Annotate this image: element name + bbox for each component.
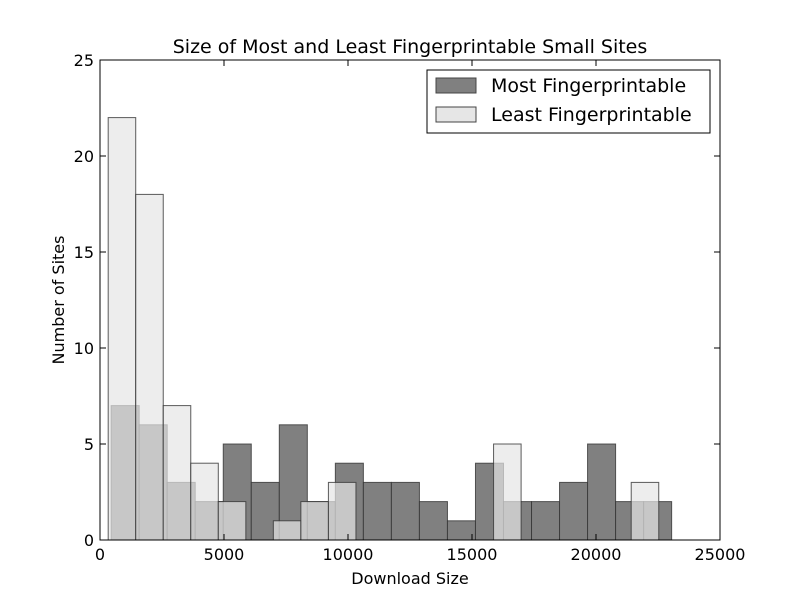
most-fingerprintable-bar [446, 520, 476, 541]
plot-frame [99, 59, 721, 541]
legend-swatch-most [435, 77, 477, 94]
most-fingerprintable-bar [531, 501, 561, 541]
least-fingerprintable-bar [190, 462, 219, 541]
y-tick-label: 25 [74, 51, 94, 70]
y-tick-label: 10 [74, 339, 94, 358]
least-fingerprintable-bar [493, 443, 522, 541]
x-tick-label: 15000 [447, 545, 498, 564]
chart-title: Size of Most and Least Fingerprintable S… [173, 36, 648, 58]
most-fingerprintable-bar [559, 481, 589, 541]
x-tick-label: 0 [95, 545, 105, 564]
legend: Most Fingerprintable Least Fingerprintab… [426, 69, 711, 134]
y-tick-label: 20 [74, 147, 94, 166]
most-fingerprintable-bar [362, 481, 392, 541]
x-tick-label: 25000 [695, 545, 746, 564]
least-fingerprintable-bar [135, 193, 164, 541]
least-fingerprintable-bar [107, 117, 137, 541]
x-axis-label: Download Size [351, 569, 468, 588]
least-fingerprintable-bar [272, 520, 302, 541]
most-fingerprintable-bar [418, 501, 448, 541]
least-fingerprintable-bars [107, 117, 660, 541]
least-fingerprintable-bar [327, 481, 357, 541]
least-fingerprintable-bar [162, 405, 192, 541]
most-fingerprintable-bar [587, 443, 617, 541]
legend-label-least: Least Fingerprintable [491, 104, 692, 126]
most-fingerprintable-bar [390, 481, 420, 541]
least-fingerprintable-bar [217, 501, 247, 541]
x-axis-ticks: 0 5000 10000 15000 20000 25000 [95, 60, 746, 564]
y-tick-label: 5 [84, 435, 94, 454]
y-axis-ticks: 0 5 10 15 20 25 [74, 51, 720, 550]
y-tick-label: 15 [74, 243, 94, 262]
y-axis-label: Number of Sites [49, 236, 68, 365]
x-tick-label: 5000 [204, 545, 245, 564]
least-fingerprintable-bar [300, 501, 329, 541]
legend-label-most: Most Fingerprintable [491, 75, 686, 97]
legend-swatch-least [435, 106, 477, 123]
x-tick-label: 10000 [323, 545, 374, 564]
y-tick-label: 0 [84, 531, 94, 550]
least-fingerprintable-bar [630, 481, 660, 541]
x-tick-label: 20000 [571, 545, 622, 564]
